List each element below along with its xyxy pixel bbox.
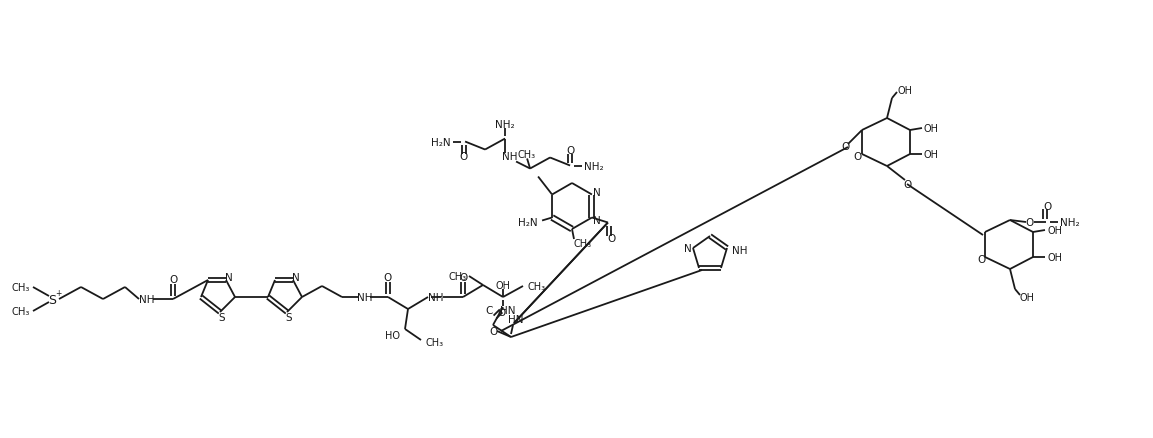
Text: CH₃: CH₃ [12,306,30,316]
Text: CH₃: CH₃ [517,150,535,160]
Text: OH: OH [496,280,511,290]
Text: S: S [48,293,56,306]
Text: NH₂: NH₂ [496,120,515,130]
Text: HO: HO [385,330,400,340]
Text: OH: OH [924,150,939,159]
Text: O: O [854,152,862,162]
Text: OH: OH [897,86,912,96]
Text: NH₂: NH₂ [585,161,604,171]
Text: N: N [292,272,300,283]
Text: N: N [225,272,233,283]
Text: O: O [1026,218,1034,227]
Text: O: O [497,307,505,317]
Text: OH: OH [1047,226,1062,236]
Text: O: O [841,141,849,152]
Text: NH: NH [503,152,518,162]
Text: O: O [566,146,574,156]
Text: OH: OH [1020,292,1035,302]
Text: O: O [903,180,911,190]
Text: CH₃: CH₃ [12,283,30,292]
Text: CH₃: CH₃ [449,272,467,281]
Text: O: O [608,234,616,244]
Text: O: O [459,272,467,283]
Text: O: O [1043,201,1053,212]
Text: OH: OH [1047,252,1062,262]
Text: O: O [168,274,178,284]
Text: CH₃: CH₃ [425,337,443,347]
Text: N: N [684,244,692,254]
Text: OH: OH [924,124,939,134]
Text: N: N [593,215,601,225]
Text: HN: HN [508,314,523,324]
Text: +: + [55,289,61,298]
Text: N: N [593,188,601,198]
Text: NH: NH [428,292,444,302]
Text: O: O [384,272,392,283]
Text: CH₃: CH₃ [574,238,593,248]
Text: NH: NH [140,294,155,304]
Text: O: O [489,326,497,336]
Text: HN: HN [500,305,515,315]
Text: NH₂: NH₂ [1060,218,1079,227]
Text: O: O [977,254,985,265]
Text: S: S [219,312,225,322]
Text: NH: NH [732,245,747,255]
Text: H₂N: H₂N [519,217,538,227]
Text: C: C [485,305,492,315]
Text: NH: NH [357,292,372,302]
Text: S: S [286,312,293,322]
Text: O: O [459,152,467,162]
Text: CH₃: CH₃ [527,281,545,291]
Text: H₂N: H₂N [431,137,451,147]
